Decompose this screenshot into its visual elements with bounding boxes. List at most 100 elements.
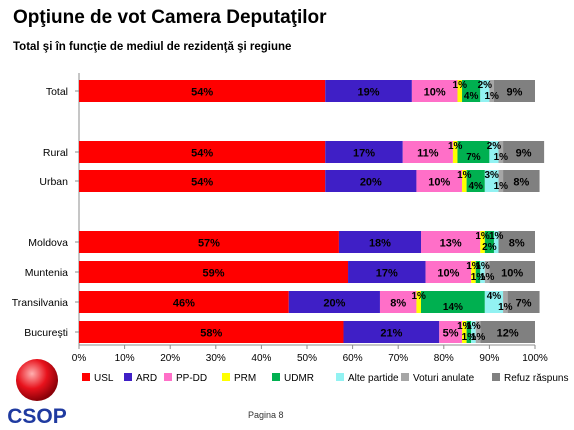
- x-tick-label: 20%: [160, 353, 180, 364]
- data-label: 1%: [448, 141, 463, 152]
- data-label: 54%: [191, 87, 213, 99]
- bar-segment: [498, 231, 535, 253]
- bar-segment: [489, 261, 535, 283]
- legend-swatch: [82, 373, 90, 381]
- x-tick-label: 50%: [297, 353, 317, 364]
- bar-segment: [484, 261, 490, 283]
- bar-segment: [439, 321, 463, 343]
- x-tick-label: 70%: [388, 353, 408, 364]
- csop-logo: CSOP: [7, 359, 67, 428]
- bar-segment: [462, 170, 467, 192]
- bar-segment: [475, 321, 481, 343]
- legend-swatch: [272, 373, 280, 381]
- data-label: 1%: [457, 321, 472, 332]
- data-label: 20%: [360, 177, 382, 189]
- bar-segment: [79, 321, 344, 343]
- legend-swatch: [164, 373, 172, 381]
- bar-segment: [484, 231, 494, 253]
- bar-segment: [421, 231, 481, 253]
- data-label: 1%: [484, 91, 499, 102]
- axis-layer: 0% 10% 20% 30% 40% 50% 60% 70% 80% 90% 100% Total Ru…: [12, 73, 548, 364]
- chart-subtitle: Total şi în funcţie de mediul de reziden…: [13, 41, 292, 53]
- bar-segment: [493, 80, 535, 102]
- data-label: 1%: [494, 152, 509, 163]
- data-label: 58%: [200, 328, 222, 340]
- legend-swatch: [222, 373, 230, 381]
- data-label: 1%: [457, 170, 472, 181]
- data-label: 10%: [428, 177, 450, 189]
- bar-segment: [325, 141, 403, 163]
- data-label: 1%: [471, 332, 486, 343]
- bar-segment: [338, 231, 421, 253]
- bar-segment: [416, 291, 421, 313]
- legend-label: Voturi anulate: [413, 373, 475, 384]
- bar-segment: [462, 321, 467, 343]
- bar-segment: [480, 231, 485, 253]
- bar-segment: [475, 261, 481, 283]
- data-label: 2%: [487, 141, 502, 152]
- legend-swatch: [401, 373, 409, 381]
- data-label: 17%: [376, 268, 398, 280]
- legend-label: PP-DD: [176, 373, 207, 384]
- bar-segment: [466, 170, 485, 192]
- bar-segment: [498, 170, 504, 192]
- bar-segment: [480, 261, 485, 283]
- data-label: 2%: [482, 242, 497, 253]
- data-label: 1%: [411, 291, 426, 302]
- legend-label: Refuz răspuns: [504, 373, 568, 384]
- data-label: 9%: [516, 148, 532, 160]
- data-label: 54%: [191, 148, 213, 160]
- data-label: 1%: [498, 302, 513, 313]
- bar-segment: [421, 291, 485, 313]
- legend-label: ARD: [136, 373, 157, 384]
- legend-label: USL: [94, 373, 114, 384]
- bar-segment: [489, 141, 499, 163]
- bar-segment: [79, 261, 349, 283]
- bar-segment: [79, 141, 326, 163]
- data-label: 7%: [466, 152, 481, 163]
- data-label: 1%: [475, 231, 490, 242]
- data-label: 10%: [437, 268, 459, 280]
- bar-segment: [343, 321, 440, 343]
- data-label: 1%: [494, 181, 509, 192]
- stacked-bar-chart: 0% 10% 20% 30% 40% 50% 60% 70% 80% 90% 100% Total Ru…: [12, 73, 568, 384]
- data-label: 1%: [475, 261, 490, 272]
- data-label: 20%: [323, 298, 345, 310]
- data-label: 8%: [509, 238, 525, 250]
- data-label: 8%: [390, 298, 406, 310]
- data-label: 18%: [369, 238, 391, 250]
- x-tick-label: 40%: [251, 353, 271, 364]
- bar-segment: [484, 170, 499, 192]
- data-label: 3%: [484, 170, 499, 181]
- bar-segment: [503, 141, 545, 163]
- bar-segment: [480, 80, 490, 102]
- bar-segment: [325, 170, 417, 192]
- bar-segment: [79, 170, 326, 192]
- data-label: 46%: [173, 298, 195, 310]
- logo-text: CSOP: [7, 405, 67, 428]
- x-tick-label: 30%: [206, 353, 226, 364]
- bar-segment: [503, 291, 508, 313]
- x-tick-label: 10%: [115, 353, 135, 364]
- data-label: 11%: [417, 148, 439, 160]
- category-label: Total: [46, 86, 68, 98]
- data-label: 4%: [464, 91, 479, 102]
- bars-layer: [79, 80, 545, 343]
- x-tick-label: 100%: [522, 353, 548, 364]
- data-label: 19%: [358, 87, 380, 99]
- legend-label: PRM: [234, 373, 256, 384]
- x-tick-label: 0%: [72, 353, 87, 364]
- legend-label: Alte partide: [348, 373, 399, 384]
- data-label: 1%: [462, 332, 477, 343]
- data-label: 1%: [453, 80, 468, 91]
- x-tick-label: 90%: [479, 353, 499, 364]
- data-label: 1%: [489, 231, 504, 242]
- bar-segment: [457, 141, 490, 163]
- bar-segment: [348, 261, 426, 283]
- data-label: 10%: [501, 268, 523, 280]
- category-label: Muntenia: [25, 267, 68, 279]
- bar-segment: [416, 170, 463, 192]
- data-label: 8%: [513, 177, 529, 189]
- data-label: 4%: [468, 181, 483, 192]
- category-label: Transilvania: [12, 297, 68, 309]
